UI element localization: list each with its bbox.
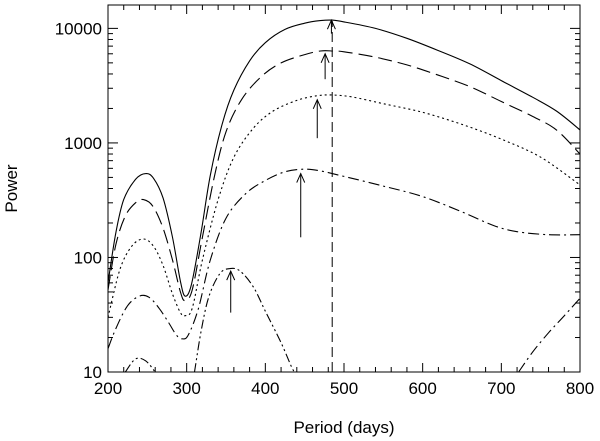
peak-arrow-1	[226, 269, 236, 313]
peak-arrow-3	[312, 98, 322, 139]
series-line-6	[193, 267, 298, 372]
peak-arrow-head	[296, 172, 306, 183]
series-line-5	[124, 357, 156, 372]
x-tick-label: 800	[566, 379, 594, 398]
peak-arrow-head	[226, 269, 236, 281]
plot-frame	[107, 4, 581, 373]
x-tick-label: 400	[251, 379, 279, 398]
x-tick-label: 500	[330, 379, 358, 398]
series-line-7	[518, 297, 580, 372]
axis-ticks: 200 300 400 500 600 700 800 10 100 1000 10000	[55, 5, 594, 398]
peak-arrow-4	[320, 52, 330, 80]
y-tick-label: 10	[83, 363, 102, 382]
series-line-3	[108, 94, 580, 318]
peak-arrow-2	[296, 172, 306, 238]
y-tick-label: 10000	[55, 19, 102, 38]
series-line-2	[108, 50, 580, 302]
series-line-1	[108, 19, 580, 297]
peak-arrow-head	[320, 52, 330, 63]
x-tick-label: 200	[94, 379, 122, 398]
y-tick-label: 100	[74, 248, 102, 267]
x-tick-label: 300	[172, 379, 200, 398]
x-axis-title: Period (days)	[293, 418, 394, 437]
peak-arrow-head	[326, 18, 336, 30]
peak-arrow-5	[326, 18, 336, 34]
x-tick-label: 700	[487, 379, 515, 398]
x-tick-label: 600	[408, 379, 436, 398]
y-tick-label: 1000	[64, 134, 102, 153]
peak-arrow-head	[312, 98, 322, 109]
y-axis-title: Power	[2, 164, 21, 213]
plot-content	[108, 18, 580, 372]
series-line-4	[108, 168, 580, 349]
